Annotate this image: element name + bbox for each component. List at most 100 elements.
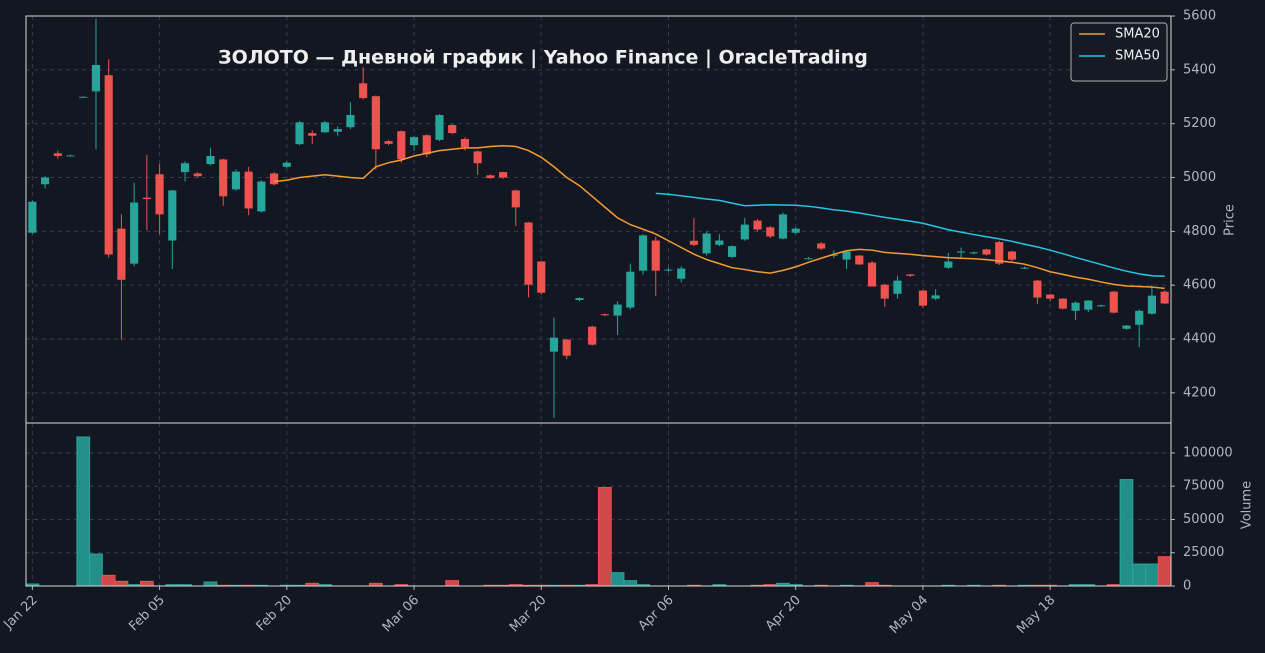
candle-body <box>575 298 584 300</box>
candle-body <box>651 240 660 271</box>
sma-line <box>274 144 1165 290</box>
candle-body <box>537 261 546 293</box>
candle-body <box>104 75 113 255</box>
candle-body <box>397 131 406 160</box>
candle-body <box>346 115 355 128</box>
candle-body <box>562 339 571 356</box>
candle-body <box>969 252 978 254</box>
candle-body <box>906 274 915 276</box>
candle-body <box>588 326 597 345</box>
y-tick-label: 50000 <box>1183 512 1224 527</box>
candle-body <box>193 173 202 177</box>
candle-body <box>1135 310 1144 325</box>
candle-body <box>524 222 533 285</box>
candle-body <box>117 228 126 280</box>
candle-body <box>829 254 838 256</box>
volume-bar <box>114 580 129 587</box>
candle-body <box>320 122 330 133</box>
candle-body <box>28 201 37 233</box>
candle-body <box>867 262 877 287</box>
candle-body <box>766 227 775 237</box>
candle-body <box>842 251 851 260</box>
candle-body <box>308 133 317 136</box>
candle-body <box>422 135 431 155</box>
candle-body <box>957 251 966 253</box>
y-tick-label: 5000 <box>1183 170 1216 185</box>
y-tick-label: 100000 <box>1183 445 1233 460</box>
candle-body <box>995 242 1004 264</box>
volume-frame <box>25 422 1172 587</box>
y-tick-label: 4800 <box>1183 224 1216 239</box>
candle-body <box>689 240 698 245</box>
candle-body <box>982 249 991 255</box>
candle-body <box>53 153 62 156</box>
candle-body <box>142 197 151 200</box>
volume-bar <box>623 580 638 587</box>
sma-line <box>655 192 1165 278</box>
legend-box <box>1070 22 1168 82</box>
legend-label: SMA50 <box>1115 49 1160 64</box>
y-axis-label: Price <box>1223 204 1238 236</box>
candle-body <box>626 271 635 308</box>
candle-body <box>613 304 622 316</box>
candle-body <box>1071 302 1080 311</box>
candle-body <box>231 171 240 190</box>
candle-body <box>206 155 215 165</box>
y-tick-label: 4200 <box>1183 385 1216 400</box>
y-tick-label: 5200 <box>1183 116 1216 131</box>
candle-body <box>1007 251 1017 260</box>
candle-body <box>677 268 686 279</box>
candle-body <box>778 214 788 239</box>
candle-body <box>1122 325 1131 329</box>
candle-body <box>855 255 864 265</box>
candle-body <box>41 177 50 185</box>
candle-body <box>918 290 927 306</box>
candle-body <box>638 235 648 271</box>
candle-body <box>79 96 88 98</box>
candle-body <box>880 284 889 299</box>
candle-body <box>333 129 342 132</box>
volume-bar <box>1157 556 1172 587</box>
candle-body <box>499 172 508 178</box>
candle-body <box>473 151 482 164</box>
volume-bar <box>1145 563 1159 587</box>
layer: 4200 4400 4600 4800 5000 5200 5400 5600 0 25000 50… <box>1 9 1233 637</box>
volume-bar <box>1119 479 1134 587</box>
candle-body <box>270 173 279 185</box>
candle-body <box>91 64 101 92</box>
candle-body <box>460 139 469 148</box>
candle-body <box>664 269 673 271</box>
candle-body <box>1058 298 1067 309</box>
legend-label: SMA20 <box>1115 27 1160 42</box>
volume-bar <box>140 580 154 587</box>
candle-body <box>448 125 457 134</box>
volume-bar <box>76 436 91 587</box>
candle-body <box>359 83 368 99</box>
candle-body <box>600 314 609 316</box>
y-tick-label: 4600 <box>1183 278 1216 293</box>
y-tick-label: 75000 <box>1183 479 1224 494</box>
candle-body <box>817 243 826 249</box>
candle-body <box>295 122 304 145</box>
candle-body <box>1046 294 1055 299</box>
candle-body <box>1020 267 1029 269</box>
y-tick-label: 4400 <box>1183 332 1216 347</box>
chart-title: ЗОЛОТО — Дневной график | Yahoo Finance … <box>218 47 868 69</box>
candle-body <box>257 181 266 212</box>
candle-body <box>168 190 177 241</box>
candle-body <box>715 240 724 245</box>
y-tick-label: 25000 <box>1183 545 1224 560</box>
candle-body <box>244 171 253 209</box>
candle-body <box>130 202 139 264</box>
candle-body <box>486 175 495 179</box>
candle-body <box>728 246 737 257</box>
candle-body <box>1084 300 1093 310</box>
candle-body <box>66 155 75 157</box>
candle-body <box>702 233 711 254</box>
candle-body <box>1109 291 1118 313</box>
volume-bar <box>1132 563 1147 587</box>
candle-body <box>384 141 393 144</box>
volume-bar <box>89 553 103 587</box>
